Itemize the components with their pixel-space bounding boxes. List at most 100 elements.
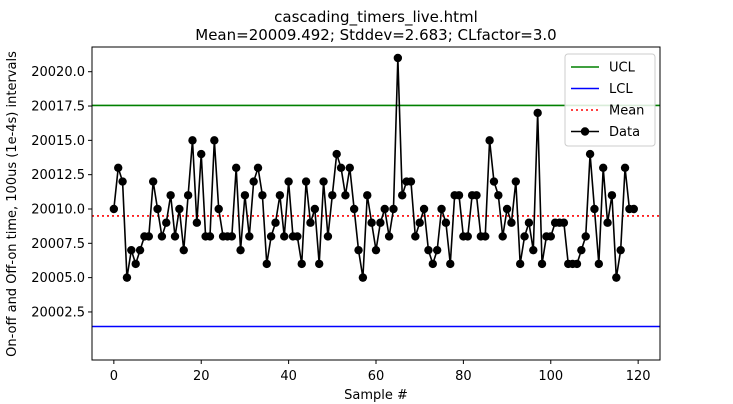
legend-marker-data — [580, 127, 590, 136]
data-point — [301, 177, 311, 186]
data-point — [371, 245, 381, 255]
y-tick-label: 20007.5 — [31, 237, 85, 252]
data-point — [227, 232, 237, 241]
x-tick-label: 60 — [368, 369, 385, 384]
data-point — [494, 191, 503, 200]
data-point — [170, 232, 180, 241]
data-point — [131, 259, 140, 269]
data-point — [253, 163, 263, 173]
x-tick-label: 20 — [193, 369, 210, 384]
data-point — [162, 218, 171, 227]
data-point — [192, 218, 202, 227]
data-point — [367, 218, 376, 227]
axes: 0 20 40 60 80 100 120 20002.5 20005.0 20007.5 2001… — [31, 46, 661, 384]
x-tick-label: 100 — [538, 369, 563, 384]
y-tick-label: 20020.0 — [31, 65, 85, 80]
x-tick-label: 40 — [280, 369, 297, 384]
data-point — [454, 191, 464, 200]
data-point — [210, 136, 219, 145]
data-point — [262, 259, 271, 269]
data-point — [384, 232, 394, 241]
data-point — [498, 232, 507, 241]
data-point — [537, 259, 547, 269]
data-point — [472, 191, 481, 200]
data-point — [398, 191, 407, 200]
data-point — [502, 204, 512, 214]
data-point — [489, 177, 499, 186]
data-point — [328, 191, 337, 200]
x-axis-label: Sample # — [344, 388, 408, 403]
data-point — [231, 163, 241, 173]
data-point — [188, 136, 197, 145]
data-point — [515, 259, 525, 269]
data-point — [437, 204, 446, 214]
data-point — [266, 232, 276, 241]
data-point — [336, 163, 346, 173]
legend: UCL LCL Mean Data — [564, 53, 656, 147]
data-point — [236, 245, 245, 255]
data-point — [310, 204, 320, 214]
data-point — [332, 149, 341, 159]
y-tick-label: 20002.5 — [31, 305, 85, 320]
data-point — [354, 245, 363, 255]
data-point — [284, 177, 293, 186]
data-point — [533, 108, 542, 118]
data-point — [205, 232, 215, 241]
data-point — [197, 149, 206, 159]
data-point — [577, 245, 586, 255]
data-point — [607, 191, 617, 200]
data-point — [183, 191, 193, 200]
data-point — [319, 177, 328, 186]
data-point — [135, 245, 145, 255]
legend-label-mean: Mean — [609, 104, 644, 119]
data-point — [585, 149, 595, 159]
y-tick-label: 20010.0 — [31, 202, 85, 217]
data-point — [428, 259, 437, 269]
data-point — [481, 232, 490, 241]
data-point — [581, 232, 590, 241]
chart-title-line-1: cascading_timers_live.html — [274, 8, 478, 27]
data-point — [345, 163, 354, 173]
data-point — [389, 204, 398, 214]
x-tick-label: 120 — [626, 369, 651, 384]
data-point — [520, 232, 529, 241]
data-point — [114, 163, 123, 173]
data-point — [376, 218, 385, 227]
data-point — [419, 204, 429, 214]
data-point — [127, 245, 136, 255]
data-point — [507, 218, 516, 227]
data-point — [293, 232, 302, 241]
data-point — [297, 259, 306, 269]
data-point — [559, 218, 569, 227]
y-tick-label: 20015.0 — [31, 134, 85, 149]
data-point — [179, 245, 188, 255]
data-point — [424, 245, 433, 255]
data-point — [363, 191, 372, 200]
data-point — [122, 273, 132, 282]
data-point — [118, 177, 127, 186]
data-point — [415, 218, 424, 227]
data-point — [463, 232, 472, 241]
data-point — [441, 218, 451, 227]
data-point — [546, 232, 555, 241]
data-point — [153, 204, 162, 214]
x-tick-label: 0 — [110, 369, 118, 384]
data-point — [629, 204, 638, 214]
data-point — [485, 136, 494, 145]
x-tick-label: 80 — [455, 369, 472, 384]
data-point — [572, 259, 582, 269]
y-tick-label: 20017.5 — [31, 100, 85, 115]
data-point — [341, 191, 350, 200]
legend-box — [564, 53, 656, 147]
data-point — [590, 204, 599, 214]
data-point — [620, 163, 630, 173]
data-point — [175, 204, 184, 214]
legend-label-data: Data — [609, 125, 640, 140]
data-point — [240, 191, 250, 200]
data-point — [358, 273, 368, 282]
data-point — [529, 245, 538, 255]
data-point — [594, 259, 604, 269]
data-point — [511, 177, 521, 186]
data-point — [323, 232, 333, 241]
